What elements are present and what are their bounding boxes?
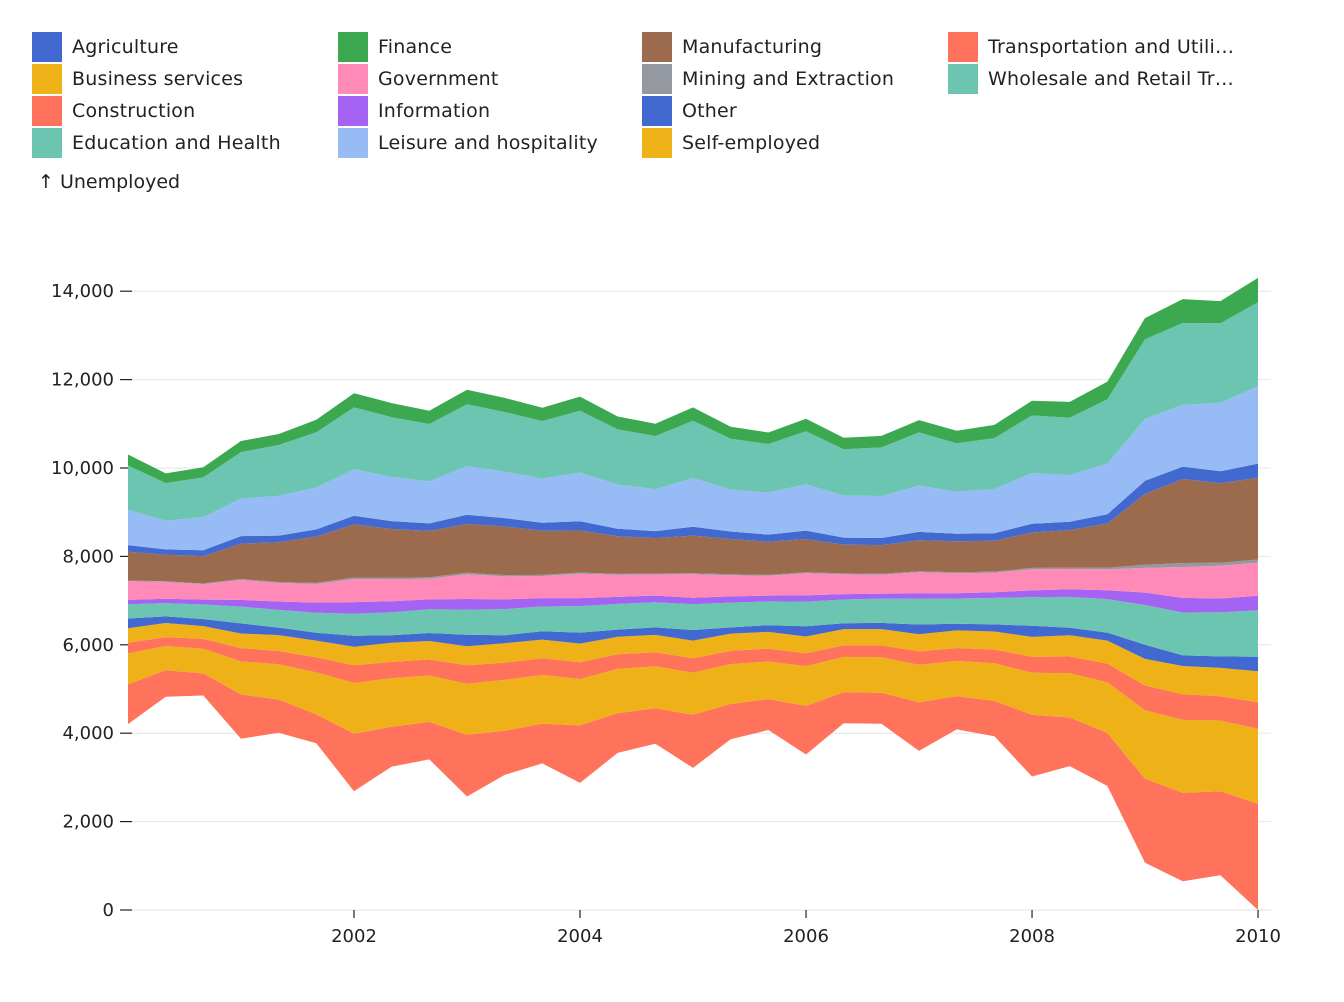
- x-tick: 2010: [1235, 910, 1281, 947]
- legend-label: Leisure and hospitality: [378, 132, 598, 154]
- legend-swatch: [642, 64, 672, 94]
- legend-label: Agriculture: [72, 36, 179, 58]
- y-tick-label: 0: [103, 900, 114, 921]
- legend-swatch: [642, 128, 672, 158]
- y-tick: 12,000: [51, 370, 1271, 391]
- legend-item-manufacturing: Manufacturing: [642, 32, 822, 62]
- legend-item-wholesale-and-retail-trade: Wholesale and Retail Tr…: [948, 64, 1234, 94]
- y-tick: 2,000: [62, 812, 1271, 833]
- legend-label: Finance: [378, 36, 453, 58]
- legend-label: Other: [682, 100, 737, 122]
- area-agriculture: [128, 616, 1258, 672]
- legend-label: Government: [378, 68, 499, 90]
- legend-item-agriculture: Agriculture: [32, 32, 179, 62]
- x-tick-label: 2004: [557, 926, 603, 947]
- legend-label: Information: [378, 100, 491, 122]
- legend-item-leisure-and-hospitality: Leisure and hospitality: [338, 128, 598, 158]
- x-tick-label: 2006: [783, 926, 829, 947]
- legend-item-government: Government: [338, 64, 499, 94]
- legend-swatch: [642, 96, 672, 126]
- legend-label: Mining and Extraction: [682, 68, 895, 90]
- y-tick-label: 6,000: [62, 635, 114, 656]
- legend-swatch: [948, 64, 978, 94]
- legend-label: Education and Health: [72, 132, 281, 154]
- legend-item-transportation-and-utilities: Transportation and Utili…: [948, 32, 1234, 62]
- legend-swatch: [32, 64, 62, 94]
- legend-item-other: Other: [642, 96, 737, 126]
- y-tick-label: 10,000: [51, 458, 114, 479]
- area-leisure-and-hospitality: [128, 386, 1258, 551]
- area-self-employed: [128, 623, 1258, 703]
- legend-label: Construction: [72, 100, 196, 122]
- legend-swatch: [338, 128, 368, 158]
- area-construction: [128, 670, 1258, 910]
- y-axis-label: ↑ Unemployed: [38, 171, 181, 193]
- legend-swatch: [32, 128, 62, 158]
- y-tick-label: 12,000: [51, 370, 114, 391]
- x-tick: 2002: [331, 910, 377, 947]
- area-manufacturing: [128, 477, 1258, 584]
- legend-item-information: Information: [338, 96, 490, 126]
- legend-swatch: [642, 32, 672, 62]
- x-tick: 2004: [557, 910, 603, 947]
- y-tick-label: 8,000: [62, 546, 114, 567]
- x-tick: 2006: [783, 910, 829, 947]
- legend-swatch: [32, 32, 62, 62]
- area-government: [128, 562, 1258, 603]
- area-business-services: [128, 646, 1258, 804]
- legend-item-finance: Finance: [338, 32, 452, 62]
- legend-item-self-employed: Self-employed: [642, 128, 820, 158]
- legend-label: Self-employed: [682, 132, 821, 154]
- legend-swatch: [948, 32, 978, 62]
- area-wholesale-and-retail-trade: [128, 302, 1258, 521]
- x-tick-label: 2002: [331, 926, 377, 947]
- x-tick-label: 2008: [1009, 926, 1055, 947]
- legend-swatch: [32, 96, 62, 126]
- legend-item-construction: Construction: [32, 96, 195, 126]
- y-tick-label: 14,000: [51, 281, 114, 302]
- x-tick: 2008: [1009, 910, 1055, 947]
- area-transportation-and-utilities: [128, 637, 1258, 729]
- legend-swatch: [338, 64, 368, 94]
- legend-swatch: [338, 96, 368, 126]
- legend-swatch: [338, 32, 368, 62]
- legend-item-business-services: Business services: [32, 64, 243, 94]
- legend-label: Business services: [72, 68, 244, 90]
- x-tick-label: 2010: [1235, 926, 1281, 947]
- legend-item-education-and-health: Education and Health: [32, 128, 281, 158]
- legend-label: Wholesale and Retail Tr…: [988, 68, 1234, 90]
- y-tick-label: 2,000: [62, 812, 114, 833]
- y-tick-label: 4,000: [62, 723, 114, 744]
- legend-item-mining-and-extraction: Mining and Extraction: [642, 64, 894, 94]
- y-tick: 14,000: [51, 281, 1271, 302]
- area-education-and-health: [128, 596, 1258, 657]
- area-mining-and-extraction: [128, 559, 1258, 585]
- area-information: [128, 589, 1258, 614]
- legend-label: Transportation and Utili…: [988, 36, 1235, 58]
- area-finance: [128, 277, 1258, 484]
- legend-label: Manufacturing: [682, 36, 823, 58]
